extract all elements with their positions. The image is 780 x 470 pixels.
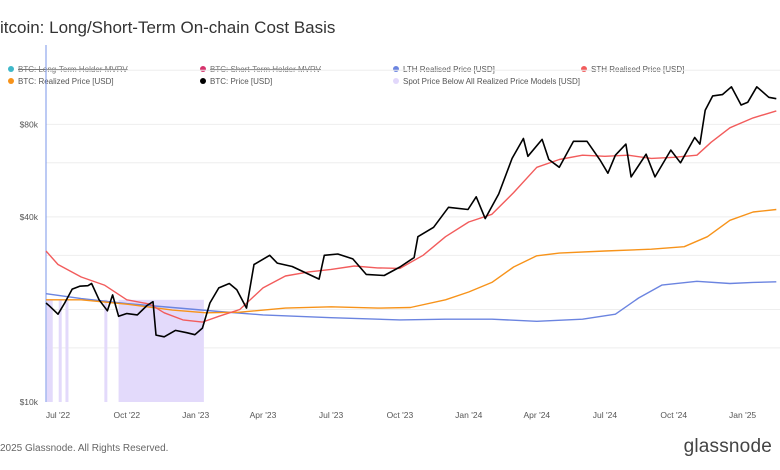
brand-logo: glassnode [683, 436, 772, 457]
legend-swatch [393, 65, 399, 72]
legend-item[interactable]: BTC: Long-Term Holder MVRV [8, 65, 128, 74]
legend-label: STH Realised Price [USD] [591, 65, 685, 74]
legend-label: BTC: Realized Price [USD] [18, 77, 114, 86]
spot-below-band [46, 299, 53, 402]
x-tick-label: Apr '23 [250, 410, 277, 420]
price-line [45, 86, 777, 338]
copyright: 2025 Glassnode. All Rights Reserved. [0, 443, 169, 454]
x-tick-label: Jan '25 [729, 410, 756, 420]
series-group [45, 86, 777, 338]
y-tick-label: $10k [20, 397, 39, 407]
legend-swatch [200, 77, 206, 84]
x-tick-label: Apr '24 [523, 410, 550, 420]
grid [46, 69, 780, 349]
legend-swatch [200, 65, 206, 72]
legend-label: BTC: Short-Term Holder MVRV [210, 65, 321, 74]
chart-title: itcoin: Long/Short-Term On-chain Cost Ba… [0, 18, 336, 37]
legend-label: Spot Price Below All Realized Price Mode… [403, 77, 580, 86]
legend-item[interactable]: BTC: Realized Price [USD] [8, 77, 114, 86]
legend-label: BTC: Long-Term Holder MVRV [18, 65, 128, 74]
spot-below-band [65, 299, 69, 402]
legend-item[interactable]: LTH Realised Price [USD] [393, 65, 495, 74]
y-tick-label: $80k [20, 119, 39, 129]
legend-item[interactable]: STH Realised Price [USD] [581, 65, 684, 74]
legend-swatch [581, 65, 587, 72]
legend-swatch [8, 65, 14, 72]
x-tick-label: Jul '24 [593, 410, 618, 420]
legend-label: BTC: Price [USD] [210, 77, 273, 86]
spot-below-band [58, 299, 62, 402]
lth-realised-price-line [45, 280, 777, 322]
legend-label: LTH Realised Price [USD] [403, 65, 495, 74]
realized-price-line [46, 208, 777, 314]
x-tick-label: Jan '23 [182, 410, 209, 420]
spot-below-shading [45, 45, 204, 402]
x-tick-label: Jul '22 [46, 410, 71, 420]
legend-swatch [393, 77, 399, 84]
legend-item[interactable]: Spot Price Below All Realized Price Mode… [393, 77, 580, 86]
y-tick-label: $40k [20, 212, 39, 222]
sth-realised-price-line [45, 110, 777, 323]
legend-swatch [8, 77, 14, 84]
spot-below-band [104, 299, 108, 402]
legend-item[interactable]: BTC: Price [USD] [200, 77, 272, 86]
tick-labels: $10k $40k $80k Jul '22 Oct '22 Jan '23 Apr '23… [20, 119, 757, 420]
x-tick-label: Oct '22 [113, 410, 140, 420]
x-tick-label: Oct '23 [387, 410, 414, 420]
spot-below-band [118, 299, 204, 402]
x-tick-label: Oct '24 [660, 410, 687, 420]
x-tick-label: Jul '23 [319, 410, 344, 420]
legend-item[interactable]: BTC: Short-Term Holder MVRV [200, 65, 321, 74]
x-tick-label: Jan '24 [455, 410, 482, 420]
